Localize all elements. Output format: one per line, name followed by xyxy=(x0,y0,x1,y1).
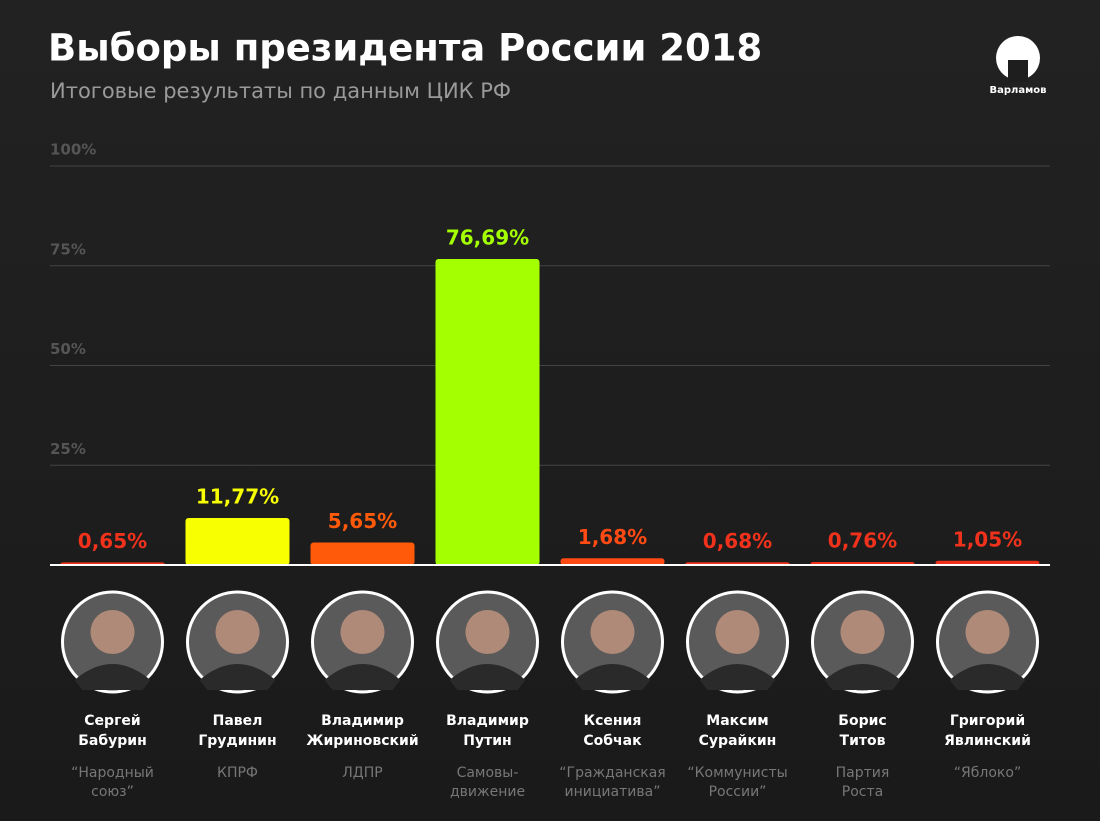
party-name: “Гражданская инициатива” xyxy=(559,765,666,800)
bar xyxy=(935,560,1040,565)
photo-body xyxy=(199,664,276,690)
value-label: 5,65% xyxy=(328,509,397,533)
bar xyxy=(310,542,415,565)
y-tick-label: 100% xyxy=(50,141,96,159)
photo-body xyxy=(449,664,526,690)
logo-icon xyxy=(996,36,1040,80)
party-name: “Яблоко” xyxy=(953,765,1022,781)
photo-head xyxy=(215,610,260,654)
value-label: 1,68% xyxy=(578,525,647,549)
photo-body xyxy=(324,664,401,690)
chart-subtitle: Итоговые результаты по данным ЦИК РФ xyxy=(50,79,511,103)
bar xyxy=(435,259,540,565)
photo-head xyxy=(465,610,510,654)
logo-text: Варламов xyxy=(990,85,1047,96)
value-label: 0,68% xyxy=(703,529,772,553)
value-label: 76,69% xyxy=(446,226,529,250)
candidate-name: Владимир Жириновский xyxy=(306,713,419,749)
photo-head xyxy=(965,610,1010,654)
photo-head xyxy=(590,610,635,654)
candidate-name: Григорий Явлинский xyxy=(944,713,1031,749)
photo-body xyxy=(949,664,1026,690)
chart-title: Выборы президента России 2018 xyxy=(48,27,762,70)
party-name: “Коммунисты России” xyxy=(687,765,788,800)
photo-head xyxy=(340,610,385,654)
candidate-name: Павел Грудинин xyxy=(198,713,277,749)
photo-body xyxy=(74,664,151,690)
candidate-name: Сергей Бабурин xyxy=(78,713,147,749)
photo-body xyxy=(574,664,651,690)
party-name: “Народный союз” xyxy=(71,765,154,800)
value-label: 0,76% xyxy=(828,528,897,552)
logo: Варламов xyxy=(990,36,1047,96)
party-name: КПРФ xyxy=(217,765,258,781)
y-tick-label: 50% xyxy=(50,340,86,358)
photo-head xyxy=(90,610,135,654)
photo-head xyxy=(840,610,885,654)
value-label: 11,77% xyxy=(196,485,279,509)
photo-head xyxy=(715,610,760,654)
candidate-name: Максим Сурайкин xyxy=(698,713,777,749)
party-name: Партия Роста xyxy=(835,765,890,800)
y-tick-label: 25% xyxy=(50,440,86,458)
photo-body xyxy=(824,664,901,690)
candidate-name: Борис Титов xyxy=(838,713,887,749)
bar xyxy=(185,518,290,565)
bar xyxy=(560,558,665,565)
value-label: 1,05% xyxy=(953,527,1022,551)
value-label: 0,65% xyxy=(78,529,147,553)
party-name: ЛДПР xyxy=(342,765,383,781)
candidate-name: Владимир Путин xyxy=(446,713,529,749)
photo-body xyxy=(699,664,776,690)
candidate-name: Ксения Собчак xyxy=(583,713,642,749)
y-tick-label: 75% xyxy=(50,240,86,258)
logo-face xyxy=(1008,60,1028,82)
party-name: Самовы- движение xyxy=(449,765,526,800)
